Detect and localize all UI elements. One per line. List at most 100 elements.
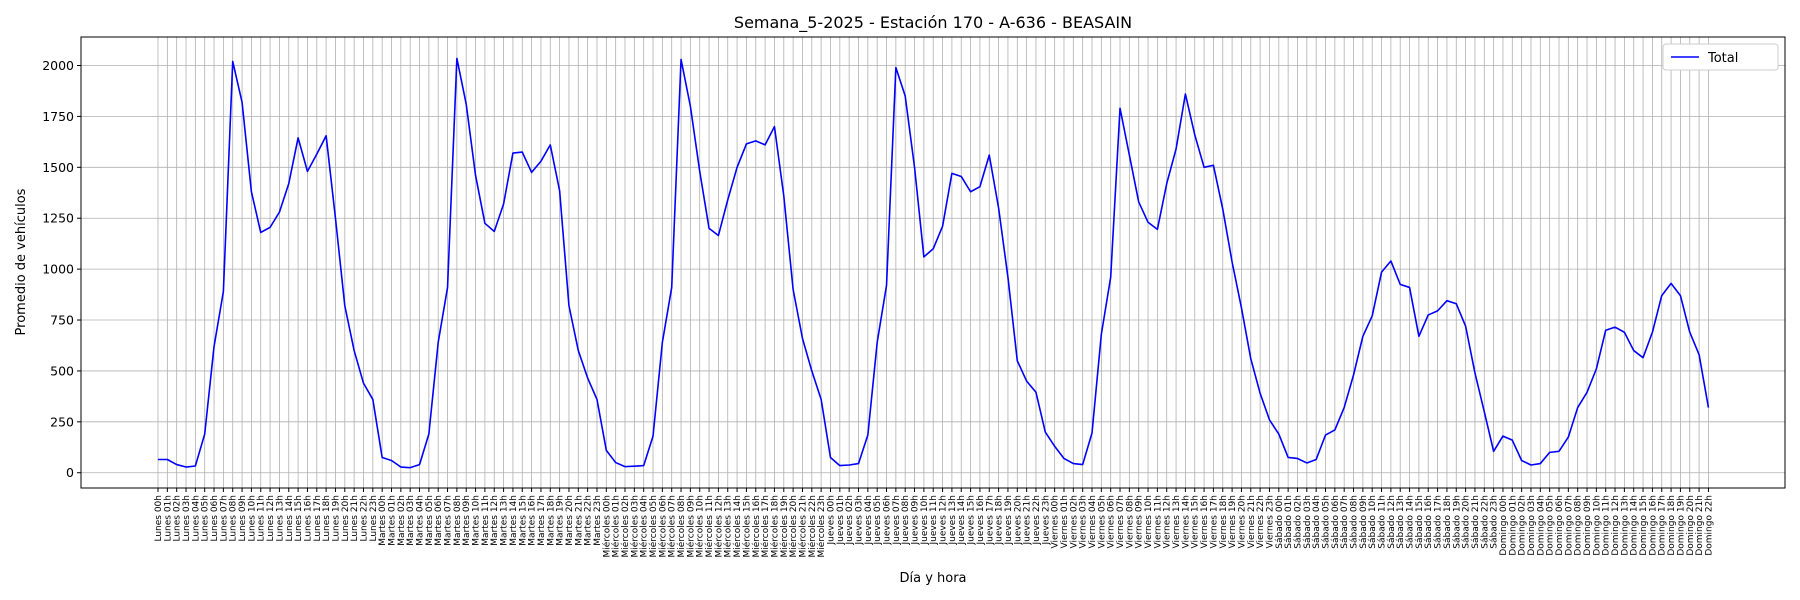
- x-tick-label: Sábado 13h: [1396, 495, 1406, 549]
- x-tick-label: Domingo 09h: [1583, 495, 1593, 556]
- x-tick-label: Lunes 07h: [219, 495, 229, 542]
- x-tick-label: Sábado 23h: [1490, 495, 1500, 549]
- x-tick-label: Martes 15h: [518, 495, 528, 546]
- x-tick-label: Lunes 17h: [313, 495, 323, 542]
- x-tick-label: Viernes 13h: [1172, 495, 1182, 549]
- x-tick-label: Jueves 19h: [1004, 495, 1014, 545]
- x-tick-label: Viernes 03h: [1079, 495, 1089, 549]
- x-tick-label: Martes 09h: [462, 495, 472, 546]
- x-tick-label: Sábado 04h: [1312, 495, 1322, 549]
- x-tick-label: Lunes 04h: [191, 495, 201, 542]
- y-axis-label: Promedio de vehículos: [14, 188, 29, 335]
- legend-label-total: Total: [1707, 51, 1738, 66]
- x-tick-label: Lunes 13h: [275, 495, 285, 542]
- x-tick-label: Miércoles 00h: [601, 495, 612, 558]
- x-tick-label: Lunes 01h: [163, 495, 173, 542]
- x-tick-label: Lunes 21h: [350, 495, 360, 542]
- chart-title: Semana_5-2025 - Estación 170 - A-636 - B…: [734, 13, 1132, 33]
- x-tick-label: Jueves 01h: [836, 495, 846, 545]
- x-tick-label: Sábado 16h: [1424, 495, 1434, 549]
- x-tick-label: Viernes 10h: [1144, 495, 1154, 549]
- x-tick-label: Martes 11h: [481, 495, 491, 546]
- x-tick-label: Lunes 06h: [210, 495, 220, 542]
- x-tick-label: Miércoles 17h: [760, 495, 771, 558]
- x-tick-label: Martes 02h: [397, 495, 407, 546]
- legend-box: [1662, 43, 1779, 71]
- x-tick-label: Sábado 09h: [1359, 495, 1369, 549]
- x-tick-label: Martes 07h: [444, 495, 454, 546]
- x-tick-label: Jueves 23h: [1041, 495, 1051, 545]
- series-line-total: [158, 57, 1710, 469]
- x-tick-label: Sábado 12h: [1387, 495, 1397, 549]
- x-tick-label: Viernes 12h: [1163, 495, 1173, 549]
- x-tick-label: Lunes 08h: [229, 495, 239, 542]
- x-tick-label: Martes 06h: [434, 495, 444, 546]
- x-tick-label: Sábado 05h: [1322, 495, 1332, 549]
- x-tick-label: Jueves 09h: [911, 495, 921, 545]
- x-axis-label: Día y hora: [899, 571, 966, 586]
- x-tick-label: Lunes 20h: [341, 495, 351, 542]
- x-tick-label: Jueves 02h: [845, 495, 855, 545]
- y-tick-label: 500: [50, 363, 74, 378]
- x-tick-label: Viernes 04h: [1088, 495, 1098, 549]
- x-tick-label: Martes 20h: [565, 495, 575, 546]
- x-tick-label: Domingo 14h: [1630, 495, 1640, 556]
- x-tick-label: Domingo 01h: [1508, 495, 1518, 556]
- x-tick-label: Miércoles 16h: [751, 495, 762, 558]
- x-tick-label: Miércoles 12h: [713, 495, 724, 558]
- x-tick-label: Domingo 13h: [1620, 495, 1630, 556]
- y-tick-label: 2000: [42, 58, 74, 73]
- x-tick-label: Jueves 12h: [939, 495, 949, 545]
- x-tick-label: Martes 14h: [509, 495, 519, 546]
- x-tick-label: Sábado 08h: [1350, 495, 1360, 549]
- x-tick-label: Lunes 22h: [359, 495, 369, 542]
- x-tick-label: Miércoles 02h: [620, 495, 631, 558]
- x-tick-label: Sábado 17h: [1434, 495, 1444, 549]
- x-tick-label: Sábado 03h: [1303, 495, 1313, 549]
- x-tick-label: Sábado 15h: [1415, 495, 1425, 549]
- x-tick-label: Lunes 11h: [257, 495, 267, 542]
- x-tick-label: Martes 18h: [546, 495, 556, 546]
- x-tick-label: Viernes 09h: [1135, 495, 1145, 549]
- x-tick-label: Domingo 05h: [1546, 495, 1556, 556]
- x-tick-label: Viernes 20h: [1237, 495, 1247, 549]
- legend: Total: [1662, 43, 1779, 71]
- x-tick-label: Martes 10h: [472, 495, 482, 546]
- x-tick-label: Miércoles 09h: [685, 495, 696, 558]
- x-tick-label: Domingo 16h: [1648, 495, 1658, 556]
- x-tick-label: Lunes 16h: [303, 495, 313, 542]
- x-tick-label: Sábado 20h: [1462, 495, 1472, 549]
- x-tick-label: Miércoles 14h: [732, 495, 743, 558]
- x-tick-label: Jueves 11h: [929, 495, 939, 545]
- x-tick-label: Sábado 18h: [1443, 495, 1453, 549]
- x-tick-label: Martes 01h: [388, 495, 398, 546]
- x-gridlines: [157, 37, 1709, 488]
- x-tick-label: Viernes 01h: [1060, 495, 1070, 549]
- x-tick-label: Viernes 22h: [1256, 495, 1266, 549]
- x-tick-label: Domingo 07h: [1564, 495, 1574, 556]
- x-tick-label: Martes 05h: [425, 495, 435, 546]
- x-tick-label: Domingo 11h: [1602, 495, 1612, 556]
- x-tick-label: Viernes 16h: [1200, 495, 1210, 549]
- x-tick-label: Martes 03h: [406, 495, 416, 546]
- x-tick-label: Sábado 11h: [1378, 495, 1388, 549]
- x-tick-label: Jueves 18h: [995, 495, 1005, 545]
- x-tick-label: Martes 13h: [500, 495, 510, 546]
- x-tick-label: Domingo 10h: [1592, 495, 1602, 556]
- x-tick-label: Sábado 02h: [1293, 495, 1303, 549]
- x-tick-label: Miércoles 08h: [676, 495, 687, 558]
- y-tick-label: 750: [50, 313, 74, 328]
- x-tick-label: Domingo 21h: [1695, 495, 1705, 556]
- x-tick-label: Sábado 19h: [1452, 495, 1462, 549]
- x-tick-label: Miércoles 15h: [741, 495, 752, 558]
- x-tick-label: Viernes 19h: [1228, 495, 1238, 549]
- x-tick-label: Miércoles 07h: [667, 495, 678, 558]
- x-tick-label: Jueves 04h: [864, 495, 874, 545]
- y-tick-label: 1250: [42, 211, 74, 226]
- x-tick-label: Viernes 00h: [1051, 495, 1061, 549]
- y-axis-ticks: 0 250 500 750 1000 1250 1500 1750 2000: [42, 58, 81, 480]
- x-tick-label: Jueves 14h: [957, 495, 967, 545]
- x-tick-label: Lunes 18h: [322, 495, 332, 542]
- x-tick-label: Viernes 02h: [1069, 495, 1079, 549]
